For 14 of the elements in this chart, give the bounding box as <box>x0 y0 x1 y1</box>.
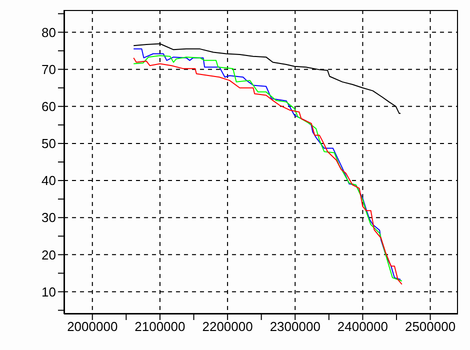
x-tick-label: 2300000 <box>270 319 320 334</box>
x-tick-label: 2100000 <box>134 319 186 334</box>
x-tick-label: 2000000 <box>67 319 118 334</box>
x-tick-label: 2400000 <box>337 319 388 334</box>
y-tick-label: 20 <box>42 247 56 262</box>
x-tick-label: 2200000 <box>202 319 253 334</box>
x-tick-label: 2500000 <box>404 319 456 334</box>
y-tick-label: 80 <box>42 24 56 40</box>
y-tick-label: 30 <box>42 210 56 226</box>
y-tick-label: 50 <box>42 136 56 152</box>
y-tick-label: 70 <box>42 62 56 77</box>
y-tick-label: 40 <box>42 173 56 188</box>
y-tick-label: 60 <box>42 99 56 114</box>
y-tick-label: 10 <box>42 284 56 300</box>
